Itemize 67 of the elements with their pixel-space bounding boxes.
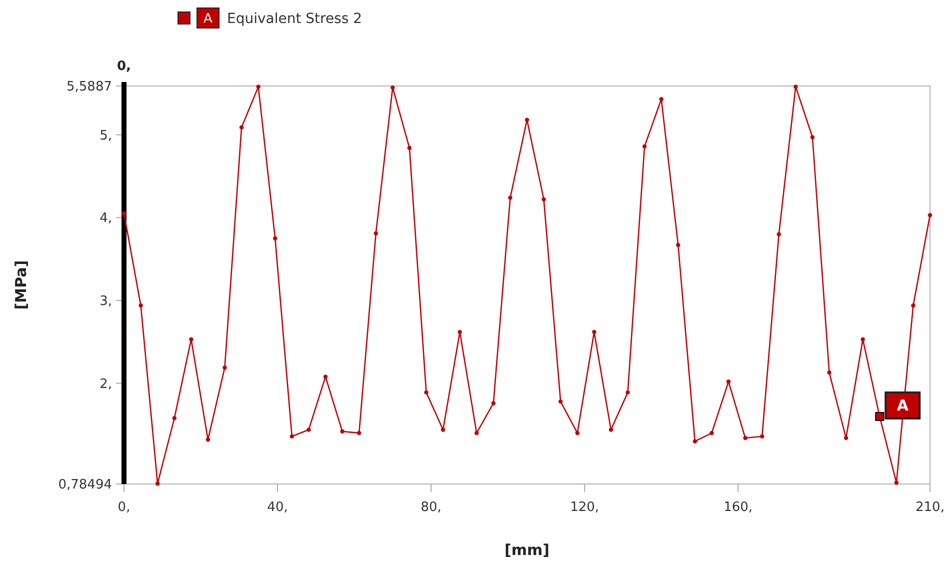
- point: [206, 438, 210, 442]
- y-tick-label: 5,: [100, 128, 112, 144]
- y-tick-label: 3,: [100, 294, 112, 310]
- point: [794, 84, 798, 89]
- y-axis-title: [MPa]: [12, 260, 30, 310]
- point: [356, 430, 362, 436]
- point: [474, 430, 479, 436]
- legend-label: Equivalent Stress 2: [227, 10, 362, 27]
- annotation: A: [896, 396, 909, 415]
- point: [608, 428, 614, 432]
- point: [138, 303, 143, 308]
- point: [306, 428, 311, 432]
- x-tick-label: 120,: [570, 500, 600, 515]
- point: [676, 242, 680, 248]
- point: [642, 144, 647, 148]
- x-tick-label: 80,: [420, 500, 442, 515]
- point: [659, 97, 664, 102]
- point: [710, 430, 714, 436]
- point: [155, 481, 160, 486]
- y-tick-label: 0,78494: [58, 478, 112, 493]
- point: [424, 390, 428, 395]
- point: [122, 211, 126, 216]
- point: [222, 365, 227, 370]
- point: [776, 232, 781, 236]
- point: [508, 196, 512, 200]
- point: [575, 430, 580, 436]
- point: [894, 480, 899, 485]
- text: 0,: [117, 59, 131, 74]
- point: [827, 370, 832, 375]
- point: [340, 429, 344, 434]
- point: [726, 380, 731, 384]
- point: [626, 390, 630, 395]
- point: [290, 434, 294, 438]
- point: [860, 337, 865, 342]
- point: [592, 330, 596, 334]
- text: A: [204, 12, 212, 27]
- point: [558, 399, 563, 404]
- x-axis-title: [mm]: [504, 541, 550, 559]
- point: [542, 197, 546, 202]
- point: [172, 416, 176, 420]
- x-tick-label: 160,: [724, 500, 753, 515]
- y-tick-label: 4,: [100, 211, 112, 226]
- y-tick-label: 5,5887: [66, 80, 112, 95]
- point: [810, 135, 815, 140]
- point: [256, 84, 260, 89]
- y-tick-label: 2,: [100, 376, 112, 392]
- point: [458, 330, 462, 334]
- point: [911, 303, 916, 308]
- point: [390, 85, 395, 90]
- point: [692, 439, 698, 444]
- point: [273, 236, 278, 240]
- point: [760, 434, 764, 438]
- point: [323, 374, 328, 379]
- point: [440, 428, 446, 432]
- point: [407, 146, 412, 150]
- x-tick-label: 210,: [916, 500, 944, 515]
- point: [844, 436, 848, 440]
- point: [491, 401, 496, 406]
- point: [239, 125, 244, 130]
- point: [374, 231, 378, 236]
- point: [524, 118, 530, 122]
- point: [189, 337, 194, 342]
- line-series: [122, 84, 932, 486]
- point: [928, 213, 932, 218]
- x-tick-label: 0,: [118, 500, 130, 515]
- x-tick-label: 40,: [267, 500, 288, 515]
- point: [743, 436, 748, 440]
